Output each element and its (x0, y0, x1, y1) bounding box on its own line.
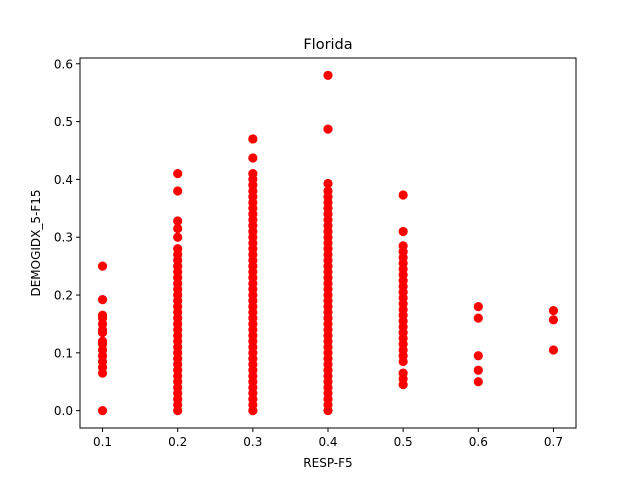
y-tick-label: 0.2 (54, 289, 73, 303)
data-point (398, 241, 408, 251)
data-point (173, 244, 183, 254)
data-point (548, 315, 559, 325)
data-point (323, 124, 333, 134)
data-point (173, 169, 183, 179)
data-point (548, 306, 559, 316)
x-tick-label: 0.6 (469, 435, 488, 449)
data-point (97, 406, 108, 416)
data-point (97, 295, 108, 305)
data-point (473, 365, 483, 375)
y-axis-ticks: 0.0 0.1 0.2 0.3 0.4 0.5 0.6 (54, 57, 80, 418)
data-point (97, 336, 108, 346)
data-point (473, 301, 483, 312)
data-point (398, 368, 408, 378)
data-point (97, 261, 108, 271)
y-tick-label: 0.5 (54, 115, 73, 129)
y-tick-label: 0.4 (54, 173, 73, 187)
chart-title: Florida (303, 37, 352, 53)
data-point (323, 178, 333, 189)
x-tick-label: 0.7 (544, 435, 563, 449)
x-tick-label: 0.2 (168, 435, 187, 449)
x-tick-label: 0.4 (318, 435, 337, 449)
data-point (398, 226, 408, 237)
y-tick-label: 0.0 (54, 404, 73, 418)
data-point (173, 223, 183, 234)
x-axis-ticks: 0.1 0.2 0.3 0.4 0.5 0.6 0.7 (93, 428, 563, 449)
data-point (173, 186, 183, 196)
data-points (97, 70, 559, 416)
data-point (248, 153, 258, 163)
data-point (323, 186, 333, 196)
data-point (323, 70, 333, 80)
data-point (473, 313, 483, 323)
data-point (248, 134, 258, 144)
data-point (548, 345, 559, 355)
y-axis-label: DEMOGIDX_5-F15 (29, 189, 43, 296)
x-axis-label: RESP-F5 (303, 456, 352, 470)
data-point (473, 377, 483, 387)
y-tick-label: 0.1 (54, 346, 73, 360)
data-point (398, 190, 408, 200)
data-point (473, 351, 483, 361)
x-tick-label: 0.1 (93, 435, 112, 449)
data-point (173, 216, 183, 226)
y-tick-label: 0.3 (54, 231, 73, 245)
data-point (173, 232, 183, 242)
x-tick-label: 0.5 (394, 435, 413, 449)
data-point (248, 169, 258, 179)
y-tick-label: 0.6 (54, 57, 73, 71)
data-point (97, 310, 108, 320)
x-tick-label: 0.3 (243, 435, 262, 449)
